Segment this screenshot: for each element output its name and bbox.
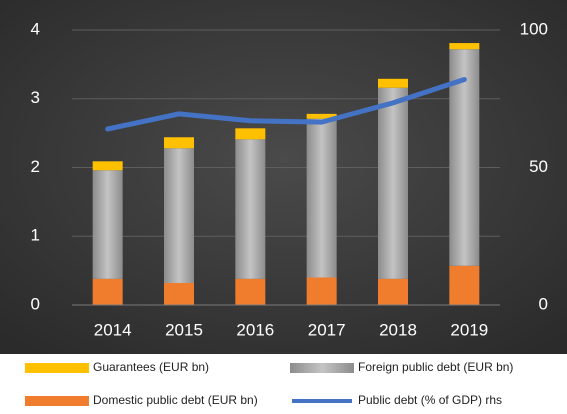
y-tick-label: 3 xyxy=(31,88,40,107)
bar xyxy=(306,113,337,119)
legend-label: Guarantees (EUR bn) xyxy=(93,360,209,374)
bar xyxy=(378,78,408,88)
bar xyxy=(378,278,408,305)
x-tick-label: 2015 xyxy=(165,320,203,339)
y-tick-label: 1 xyxy=(31,226,40,245)
bar xyxy=(306,277,337,305)
line xyxy=(105,77,467,132)
bar xyxy=(378,87,408,279)
y2-tick-label: 50 xyxy=(529,157,548,176)
x-tick-label: 2016 xyxy=(236,320,274,339)
x-tick-label: 2019 xyxy=(450,320,488,339)
bar xyxy=(164,283,194,305)
bar xyxy=(306,118,337,278)
bar xyxy=(92,161,123,171)
y2-tick-label: 100 xyxy=(520,19,548,38)
legend-label: Public debt (% of GDP) rhs xyxy=(358,393,502,407)
bar xyxy=(235,278,266,305)
legend-swatch xyxy=(25,396,89,406)
bar xyxy=(449,265,480,305)
bar xyxy=(92,170,123,279)
bar xyxy=(164,148,194,283)
bar xyxy=(235,139,266,279)
legend-swatch xyxy=(25,363,89,373)
legend-background xyxy=(0,354,567,414)
x-tick-label: 2017 xyxy=(308,320,346,339)
x-tick-label: 2014 xyxy=(94,320,132,339)
bar xyxy=(164,137,194,149)
x-tick-label: 2018 xyxy=(379,320,417,339)
bar xyxy=(449,43,480,50)
plot-background xyxy=(0,0,567,354)
y-tick-label: 2 xyxy=(31,157,40,176)
legend-swatch xyxy=(290,363,354,373)
y2-tick-label: 0 xyxy=(539,294,548,313)
bar xyxy=(92,278,123,305)
y-tick-label: 4 xyxy=(31,19,40,38)
legend-label: Domestic public debt (EUR bn) xyxy=(93,393,258,407)
bar xyxy=(235,128,266,140)
y-tick-label: 0 xyxy=(31,294,40,313)
legend-label: Foreign public debt (EUR bn) xyxy=(358,360,513,374)
